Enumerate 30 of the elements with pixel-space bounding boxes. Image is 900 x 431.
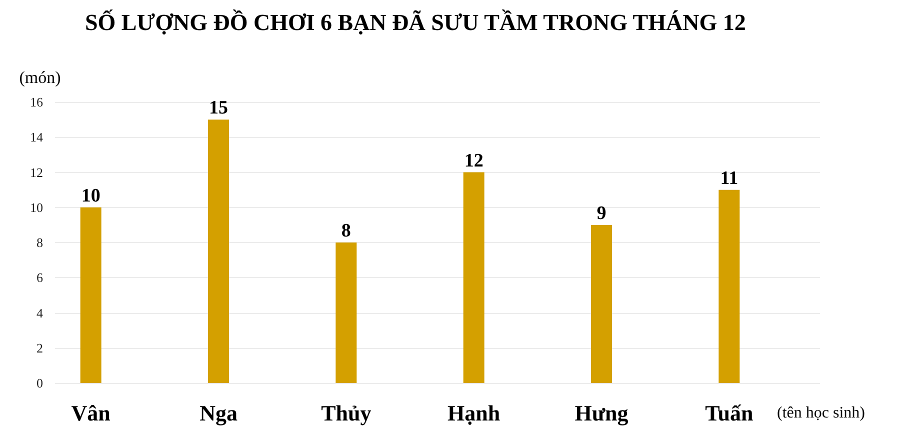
y-tick-label: 4 [36,305,44,320]
y-tick-label: 2 [36,340,43,356]
chart-title: SỐ LƯỢNG ĐỒ CHƠI 6 BẠN ĐÃ SƯU TẦM TRONG THÁNG 12 [85,9,746,35]
data-label: 8 [341,220,351,242]
x-tick-label: Thủy [321,400,372,426]
data-label: 15 [209,98,228,119]
bar [718,190,740,383]
x-tick-label: Nga [200,400,238,426]
bar [591,224,612,383]
y-tick-label: 0 [36,376,43,390]
x-tick-label: Tuấn [705,400,754,426]
x-tick-label: Vân [71,400,110,426]
y-tick-label: 6 [36,270,44,286]
y-tick-label: 14 [30,130,44,145]
x-tick-label: Hưng [574,400,628,426]
y-axis-title: (món) [19,68,61,87]
y-tick-label: 12 [30,164,43,180]
y-tick-label: 10 [30,200,43,215]
bar [80,207,102,383]
y-tick-label: 8 [36,235,43,250]
data-label: 9 [596,202,606,224]
bar [336,242,357,383]
data-label: 10 [81,185,100,206]
data-label: 11 [720,168,738,189]
bar [208,120,229,383]
bar [463,172,484,383]
x-tick-label: Hạnh [448,400,500,426]
x-axis-title: (tên học sinh) [777,404,865,422]
data-label: 12 [464,150,484,172]
y-tick-label: 16 [30,94,44,110]
